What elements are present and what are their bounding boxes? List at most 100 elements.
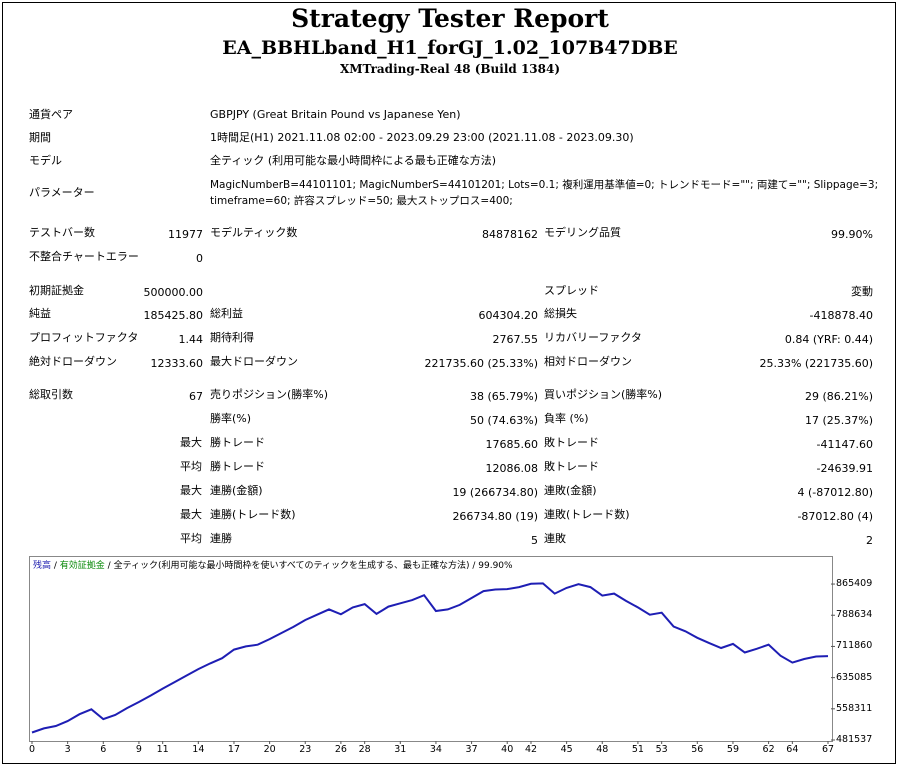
gross-loss-label: 総損失 (544, 307, 577, 320)
max-win-value: 17685.60 (485, 438, 539, 451)
pf-value: 1.44 (178, 333, 204, 346)
cons-win-amt-value: 19 (266734.80) (452, 486, 538, 499)
mismatch-label: 不整合チャートエラー (29, 250, 139, 263)
avg-label-2: 平均 (180, 532, 202, 545)
model-value: 全ティック (利用可能な最小時間枠による最も正確な方法) (210, 154, 497, 167)
y-tick-label: 635085 (836, 671, 873, 683)
avg-cons-loss-value: 2 (866, 534, 873, 547)
balance-chart-area (29, 556, 833, 742)
y-tick-label: 711860 (836, 640, 873, 652)
x-tick-label: 37 (465, 744, 478, 755)
avg-label-1: 平均 (180, 460, 202, 473)
pair-value: GBPJPY (Great Britain Pound vs Japanese … (210, 108, 461, 121)
recovery-value: 0.84 (YRF: 0.44) (784, 333, 873, 346)
short-value: 38 (65.79%) (469, 390, 538, 403)
legend-sep-2: / (104, 561, 114, 571)
avg-win-label: 勝トレード (210, 460, 265, 473)
x-tick-label: 48 (596, 744, 609, 755)
bars-label: テストバー数 (29, 226, 95, 239)
cons-loss-amt-value: 4 (-87012.80) (797, 486, 873, 499)
x-tick-label: 17 (227, 744, 241, 755)
deposit-label: 初期証拠金 (29, 284, 84, 297)
x-tick-label: 31 (394, 744, 407, 755)
x-tick-label: 6 (100, 744, 107, 755)
bars-value: 11977 (168, 228, 203, 241)
avg-loss-label: 敗トレード (544, 460, 599, 473)
max-dd-label: 最大ドローダウン (210, 355, 298, 368)
y-tick-label: 865409 (836, 578, 873, 590)
pf-label: プロフィットファクタ (29, 331, 139, 344)
legend-balance: 残高 (33, 561, 52, 571)
spread-label: スプレッド (544, 284, 599, 297)
max-label-1: 最大 (180, 436, 202, 449)
y-tick-label: 558311 (836, 702, 873, 714)
mismatch-value: 0 (196, 252, 203, 265)
ea-name: EA_BBHLband_H1_forGJ_1.02_107B47DBE (222, 37, 678, 59)
y-tick-label: 788634 (836, 609, 873, 621)
long-label: 買いポジション(勝率%) (544, 388, 663, 401)
cons-win-cnt-value: 266734.80 (19) (452, 510, 538, 523)
x-tick-label: 51 (631, 744, 644, 755)
net-label: 純益 (29, 307, 51, 320)
report-title: Strategy Tester Report (291, 4, 609, 33)
quality-value: 99.90% (831, 228, 873, 241)
rel-dd-value: 25.33% (221735.60) (759, 357, 873, 370)
max-label-2: 最大 (180, 484, 202, 497)
legend-model: 全ティック(利用可能な最小時間枠を使いすべてのティックを生成する、最も正確な方法… (113, 561, 513, 571)
gross-profit-value: 604304.20 (478, 309, 539, 322)
gross-loss-value: -418878.40 (809, 309, 873, 322)
avg-cons-loss-label: 連敗 (544, 532, 566, 545)
model-label: モデル (29, 154, 62, 167)
long-value: 29 (86.21%) (804, 390, 873, 403)
params-line-1: MagicNumberB=44101101; MagicNumberS=4410… (210, 179, 879, 191)
ticks-label: モデルティック数 (210, 226, 298, 239)
deposit-value: 500000.00 (143, 286, 204, 299)
x-tick-label: 3 (64, 744, 71, 755)
x-tick-label: 64 (786, 744, 799, 755)
x-tick-label: 67 (821, 744, 835, 755)
cons-win-amt-label: 連勝(金額) (210, 484, 263, 497)
short-label: 売りポジション(勝率%) (210, 388, 329, 401)
x-tick-label: 59 (726, 744, 739, 755)
recovery-label: リカバリーファクタ (544, 331, 642, 344)
params-label: パラメーター (29, 186, 95, 199)
legend-equity: 有効証拠金 (59, 561, 105, 571)
cons-loss-cnt-value: -87012.80 (4) (797, 510, 873, 523)
x-tick-label: 9 (135, 744, 142, 755)
series-line-0 (31, 582, 829, 734)
lossrate-value: 17 (25.37%) (804, 414, 873, 427)
trades-label: 総取引数 (29, 388, 73, 401)
gross-profit-label: 総利益 (210, 307, 243, 320)
cons-loss-amt-label: 連敗(金額) (544, 484, 597, 497)
x-tick-label: 40 (501, 744, 514, 755)
pair-label: 通貨ペア (29, 108, 73, 121)
max-loss-label: 敗トレード (544, 436, 599, 449)
chart-legend: 残高 / 有効証拠金 / 全ティック(利用可能な最小時間枠を使いすべてのティック… (33, 558, 513, 571)
legend-sep-1: / (51, 561, 60, 571)
y-tick-label: 481537 (836, 734, 873, 745)
avg-cons-win-label: 連勝 (210, 532, 232, 545)
period-value: 1時間足(H1) 2021.11.08 02:00 - 2023.09.29 2… (210, 131, 634, 144)
max-win-label: 勝トレード (210, 436, 265, 449)
x-tick-label: 0 (28, 744, 36, 755)
x-tick-label: 23 (299, 744, 312, 755)
net-value: 185425.80 (143, 309, 204, 322)
ticks-value: 84878162 (482, 228, 538, 241)
expected-label: 期待利得 (210, 331, 254, 344)
avg-loss-value: -24639.91 (816, 462, 873, 475)
rel-dd-label: 相対ドローダウン (544, 355, 632, 368)
expected-value: 2767.55 (492, 333, 539, 346)
lossrate-label: 負率 (%) (544, 412, 589, 425)
x-tick-label: 42 (524, 744, 538, 755)
abs-dd-value: 12333.60 (150, 357, 204, 370)
x-tick-label: 26 (334, 744, 347, 755)
max-label-3: 最大 (180, 508, 202, 521)
quality-label: モデリング品質 (544, 226, 621, 239)
x-tick-label: 53 (655, 744, 668, 755)
cons-win-cnt-label: 連勝(トレード数) (210, 508, 296, 521)
params-line-2: timeframe=60; 許容スプレッド=50; 最大ストップロス=400; (210, 195, 513, 207)
x-tick-label: 62 (762, 744, 775, 755)
server-build: XMTrading-Real 48 (Build 1384) (339, 62, 561, 76)
